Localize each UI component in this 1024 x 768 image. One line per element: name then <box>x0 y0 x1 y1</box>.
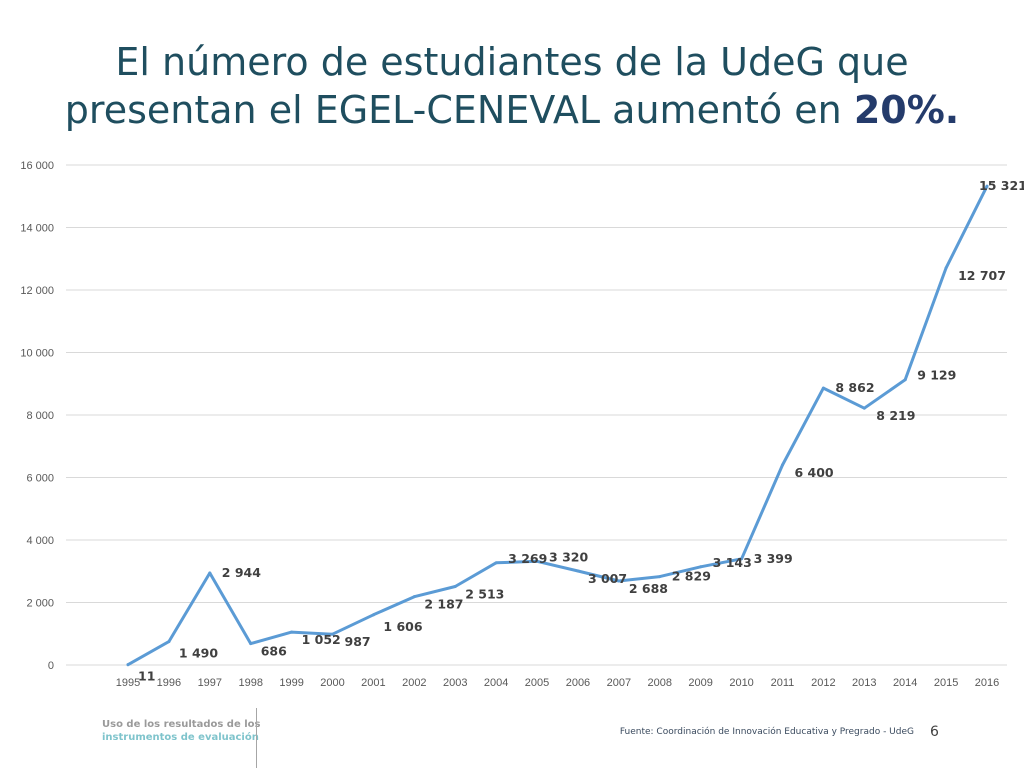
series-line <box>126 184 989 667</box>
data-label: 3 269 <box>508 551 547 566</box>
y-tick-label: 4 000 <box>26 535 54 547</box>
data-label: 2 187 <box>424 597 463 612</box>
data-point <box>903 378 907 382</box>
data-point <box>412 595 416 599</box>
x-tick-label: 2011 <box>771 677 795 689</box>
data-label: 9 129 <box>917 368 956 383</box>
data-point <box>331 632 335 636</box>
x-axis-ticks: 1995 1996 1997 1998 1999 2000 2001 2002 2003 2004… <box>116 677 999 689</box>
x-tick-label: 2005 <box>525 677 549 689</box>
data-label: 3 320 <box>549 549 588 564</box>
data-label: 2 829 <box>672 569 711 584</box>
data-label: 1 490 <box>179 646 218 661</box>
y-tick-label: 10 000 <box>20 348 54 360</box>
y-tick-label: 12 000 <box>20 285 54 297</box>
slide-title: El número de estudiantes de la UdeG que … <box>0 38 1024 134</box>
x-tick-label: 2016 <box>975 677 999 689</box>
x-tick-label: 1999 <box>279 677 303 689</box>
data-point <box>740 557 744 561</box>
title-line-1: El número de estudiantes de la UdeG que <box>115 40 909 84</box>
footer-divider <box>256 708 257 768</box>
title-line-2-text: presentan el EGEL-CENEVAL aumentó en <box>64 88 854 132</box>
y-tick-label: 14 000 <box>20 223 54 235</box>
x-tick-label: 2006 <box>566 677 590 689</box>
data-label: 6 400 <box>794 465 833 480</box>
data-point <box>658 575 662 579</box>
x-tick-label: 2013 <box>852 677 876 689</box>
x-tick-label: 2002 <box>402 677 426 689</box>
y-axis-ticks: 0 2 000 4 000 6 000 8 000 10 000 12 000 14 000 1… <box>20 160 54 672</box>
x-tick-label: 2014 <box>893 677 917 689</box>
series-line-layer <box>126 184 989 667</box>
x-tick-label: 2008 <box>648 677 672 689</box>
data-label: 11 <box>138 669 155 684</box>
x-tick-label: 1995 <box>116 677 140 689</box>
data-point <box>821 386 825 390</box>
x-tick-label: 2012 <box>811 677 835 689</box>
data-point <box>453 584 457 588</box>
data-label: 3 399 <box>754 551 793 566</box>
data-point <box>576 569 580 573</box>
data-label: 8 862 <box>835 380 874 395</box>
data-label: 8 219 <box>876 408 915 423</box>
data-point <box>290 630 294 634</box>
data-label: 987 <box>345 634 371 649</box>
data-point <box>494 561 498 565</box>
x-tick-label: 2015 <box>934 677 958 689</box>
data-point <box>944 266 948 270</box>
line-chart: 0 2 000 4 000 6 000 8 000 10 000 12 000 14 000 1… <box>20 160 1024 689</box>
y-tick-label: 0 <box>48 660 54 672</box>
data-label: 3 007 <box>588 571 627 586</box>
x-tick-label: 2004 <box>484 677 508 689</box>
footer-line-2: instrumentos de evaluación <box>102 732 259 743</box>
data-label: 686 <box>261 644 287 659</box>
data-point <box>617 579 621 583</box>
footer-branding: Uso de los resultados de los instrumento… <box>102 718 260 744</box>
data-point <box>208 571 212 575</box>
data-label: 2 944 <box>222 565 261 580</box>
x-tick-label: 2007 <box>607 677 631 689</box>
x-tick-label: 2010 <box>729 677 753 689</box>
page-number: 6 <box>930 724 939 740</box>
x-tick-label: 2001 <box>361 677 385 689</box>
x-tick-label: 1998 <box>238 677 262 689</box>
data-label: 1 052 <box>302 632 341 647</box>
data-point <box>985 184 989 188</box>
grid-layer <box>66 164 1007 666</box>
data-point <box>780 463 784 467</box>
x-tick-label: 2000 <box>320 677 344 689</box>
data-point <box>371 613 375 617</box>
data-label: 1 606 <box>383 619 422 634</box>
x-tick-label: 1996 <box>157 677 181 689</box>
y-tick-label: 16 000 <box>20 160 54 172</box>
title-line-2: presentan el EGEL-CENEVAL aumentó en 20%… <box>0 86 1024 134</box>
y-tick-label: 2 000 <box>26 598 54 610</box>
y-tick-label: 6 000 <box>26 473 54 485</box>
data-point <box>126 663 130 667</box>
data-label: 12 707 <box>958 268 1006 283</box>
data-label: 2 513 <box>465 586 504 601</box>
title-highlight: 20%. <box>853 88 960 132</box>
data-point <box>535 559 539 563</box>
x-tick-label: 1997 <box>198 677 222 689</box>
data-label: 3 143 <box>713 555 752 570</box>
data-label: 15 321 <box>979 178 1024 193</box>
data-label: 2 688 <box>629 581 668 596</box>
y-tick-label: 8 000 <box>26 410 54 422</box>
source-note: Fuente: Coordinación de Innovación Educa… <box>619 727 914 737</box>
footer-line-1: Uso de los resultados de los <box>102 719 261 730</box>
data-point <box>167 640 171 644</box>
x-tick-label: 2003 <box>443 677 467 689</box>
data-point <box>862 406 866 410</box>
data-point <box>699 565 703 569</box>
x-tick-label: 2009 <box>688 677 712 689</box>
data-point <box>249 642 253 646</box>
